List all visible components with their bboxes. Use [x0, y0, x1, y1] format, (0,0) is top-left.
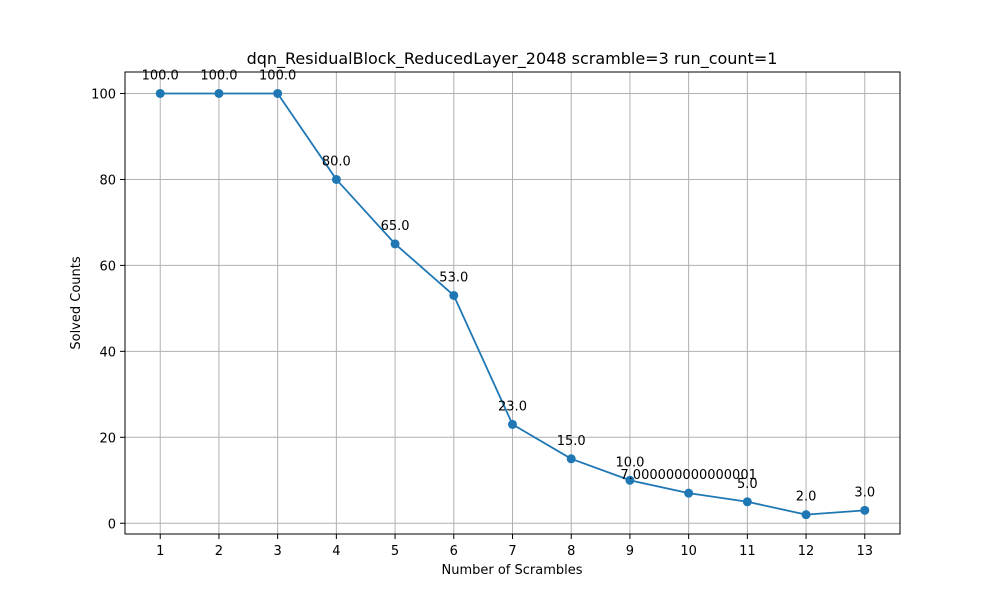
data-point: [625, 475, 635, 485]
x-tick-label: 9: [626, 544, 634, 559]
x-tick-label: 1: [156, 544, 164, 559]
data-point: [742, 497, 752, 507]
x-axis-label: Number of Scrambles: [441, 563, 582, 578]
chart-title: dqn_ResidualBlock_ReducedLayer_2048 scra…: [247, 49, 778, 69]
data-point: [508, 419, 517, 429]
data-point: [684, 488, 694, 498]
x-tick-label: 4: [332, 544, 340, 559]
x-tick-label: 5: [391, 544, 399, 559]
y-tick-label: 0: [108, 517, 116, 532]
data-label: 2.0: [796, 490, 817, 505]
x-tick-label: 2: [215, 544, 223, 559]
data-point: [860, 505, 870, 515]
data-point: [214, 88, 224, 98]
y-axis-label: Solved Counts: [69, 256, 84, 349]
data-point: [449, 290, 459, 300]
y-tick-label: 60: [99, 259, 116, 274]
x-tick-label: 7: [508, 544, 516, 559]
plot-frame: [124, 71, 901, 535]
data-label: 80.0: [322, 154, 351, 169]
data-label: 53.0: [439, 270, 468, 285]
data-point: [155, 88, 165, 98]
data-label: 100.0: [259, 68, 296, 83]
data-label: 7.000000000000001: [620, 468, 756, 483]
data-label: 100.0: [142, 68, 179, 83]
y-tick-label: 40: [99, 345, 116, 360]
y-tick-label: 20: [99, 431, 116, 446]
x-tick-label: 13: [856, 544, 873, 559]
data-point: [390, 239, 400, 249]
x-tick-label: 8: [567, 544, 575, 559]
data-label: 100.0: [200, 68, 237, 83]
data-series: [155, 88, 870, 520]
data-point: [566, 454, 576, 464]
x-tick-label: 6: [450, 544, 458, 559]
x-tick-label: 11: [739, 544, 756, 559]
data-point: [331, 174, 341, 184]
data-label: 15.0: [557, 434, 586, 449]
x-tick-label: 3: [274, 544, 282, 559]
data-labels: 100.0 100.0 100.0 80.0 65.0 53.0 23.0 15.0 10.07…: [142, 68, 875, 504]
x-tick-label: 10: [680, 544, 697, 559]
x-tick-label: 12: [798, 544, 815, 559]
data-label: 3.0: [854, 485, 875, 500]
data-label: 10.0: [615, 455, 644, 470]
data-label: 5.0: [737, 477, 758, 492]
data-label: 23.0: [498, 399, 527, 414]
data-label: 65.0: [381, 219, 410, 234]
y-tick-label: 80: [99, 173, 116, 188]
y-tick-label: 100: [91, 87, 116, 102]
data-point: [801, 510, 811, 520]
data-point: [273, 88, 283, 98]
